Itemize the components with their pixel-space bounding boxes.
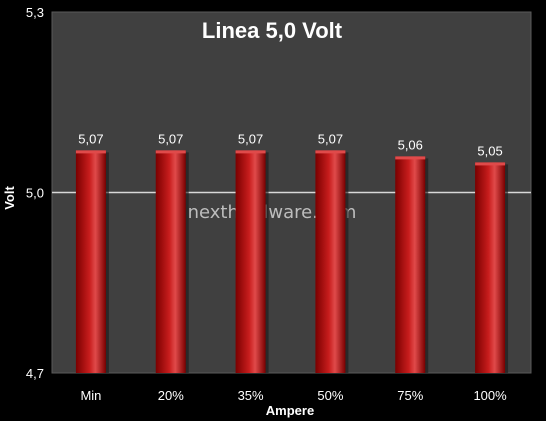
chart-title: Linea 5,0 Volt [202, 18, 343, 43]
watermark: nexthardware.com [188, 202, 357, 223]
data-label: 5,06 [398, 137, 423, 152]
bar [155, 150, 186, 373]
bar-top-highlight [155, 150, 186, 154]
x-tick-label: 35% [238, 388, 264, 403]
bar [315, 150, 346, 373]
bar-top-highlight [315, 150, 346, 154]
y-tick-label: 5,3 [26, 5, 44, 20]
bar [475, 162, 506, 373]
bar [395, 156, 426, 373]
data-label: 5,07 [158, 131, 183, 146]
y-tick-label: 5,0 [26, 186, 44, 201]
y-axis-ticks: 4,7 5,0 5,3 [26, 5, 44, 381]
data-labels: 5,07 5,07 5,07 5,07 5,06 5,05 [78, 131, 502, 158]
x-tick-label: 75% [397, 388, 423, 403]
bar-top-highlight [235, 150, 266, 154]
x-tick-label: 100% [473, 388, 507, 403]
x-axis-ticks: Min 20% 35% 50% 75% 100% [80, 388, 507, 403]
bar-top-highlight [395, 156, 426, 160]
x-tick-label: 50% [317, 388, 343, 403]
data-label: 5,07 [318, 131, 343, 146]
bar-top-highlight [475, 162, 506, 166]
y-tick-label: 4,7 [26, 366, 44, 381]
x-tick-label: Min [80, 388, 101, 403]
data-label: 5,07 [78, 131, 103, 146]
bar [235, 150, 266, 373]
bar-top-highlight [75, 150, 106, 154]
x-tick-label: 20% [158, 388, 184, 403]
data-label: 5,05 [477, 143, 502, 158]
bar [75, 150, 106, 373]
data-label: 5,07 [238, 131, 263, 146]
x-axis-title: Ampere [266, 403, 314, 418]
bars [75, 150, 509, 373]
y-axis-title: Volt [2, 186, 17, 210]
